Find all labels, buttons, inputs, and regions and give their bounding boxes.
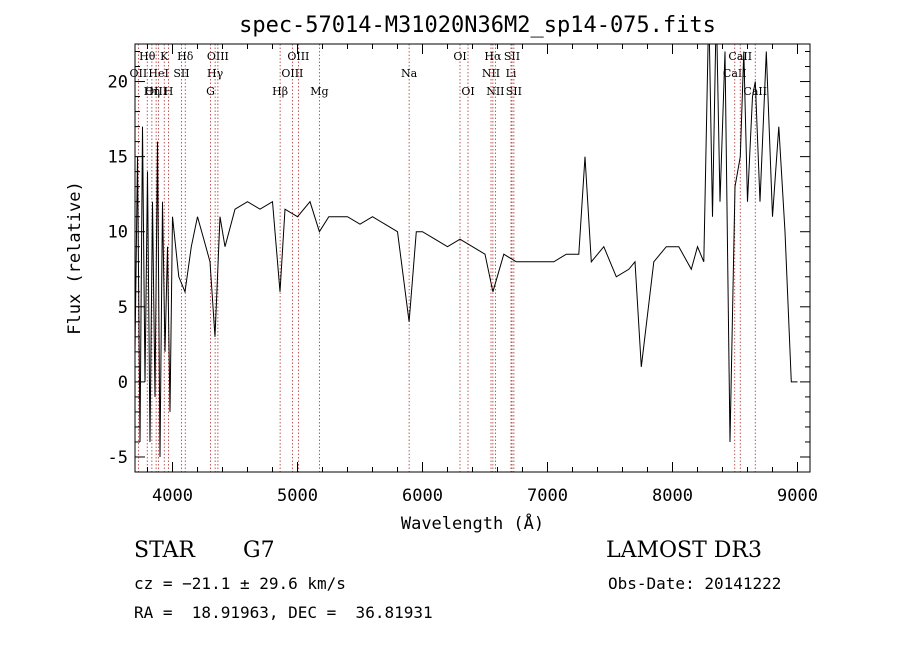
y-axis-label: Flux (relative)	[65, 181, 85, 335]
redshift-velocity: cz = −21.1 ± 29.6 km/s	[134, 574, 346, 593]
line-marker-label: Na	[401, 67, 418, 80]
line-marker-label: OIII	[145, 85, 167, 98]
object-subclass: G7	[243, 538, 275, 563]
obs-date: Obs-Date: 20141222	[608, 574, 782, 593]
line-marker-label: OIII	[207, 50, 229, 63]
y-tick-label: 5	[118, 298, 128, 318]
line-marker-label: HeI	[148, 67, 168, 80]
y-tick-label: 15	[108, 148, 128, 168]
line-marker-label: Hγ	[207, 67, 224, 80]
line-marker-label: NII	[482, 67, 500, 80]
line-marker-label: Hδ	[177, 50, 194, 63]
x-tick-label: 8000	[652, 486, 693, 506]
survey-label: LAMOST DR3	[606, 538, 762, 563]
chart-title: spec-57014-M31020N36M2_sp14-075.fits	[239, 13, 716, 38]
plot-frame	[134, 43, 811, 473]
y-tick-label: 20	[108, 73, 128, 93]
x-tick-label: 4000	[152, 486, 193, 506]
object-class: STAR	[134, 538, 195, 563]
x-tick-label: 6000	[402, 486, 443, 506]
line-marker-label: OIII	[287, 50, 309, 63]
spectrum-chart: spec-57014-M31020N36M2_sp14-075.fits Hθ OI…	[65, 13, 818, 534]
line-marker-label: NII	[486, 85, 504, 98]
line-marker-label: K	[160, 50, 169, 63]
line-marker-label: Hθ	[139, 50, 156, 63]
line-marker-label: OIII	[281, 67, 303, 80]
line-marker-label: G	[206, 85, 215, 98]
line-marker-label: Hβ	[272, 85, 288, 98]
line-marker-label: SII	[173, 67, 189, 80]
line-marker-label: H	[164, 85, 174, 98]
line-marker-label: Mg	[310, 85, 328, 98]
line-marker-label: Hη	[144, 85, 160, 98]
x-tick-label: 5000	[277, 486, 318, 506]
line-marker-label: CaII	[723, 67, 747, 80]
line-marker-label: OI	[461, 85, 474, 98]
line-marker-label: Li	[506, 67, 517, 80]
line-marker-label: SII	[506, 85, 522, 98]
x-tick-label: 7000	[527, 486, 568, 506]
y-tick-label: 10	[108, 223, 128, 243]
x-tick-label: 9000	[777, 486, 818, 506]
y-tick-label: -5	[108, 448, 128, 468]
x-axis-label: Wavelength (Å)	[401, 512, 544, 534]
line-marker-label: CaII	[728, 50, 752, 63]
line-marker-label: SII	[504, 50, 520, 63]
coordinates: RA = 18.91963, DEC = 36.81931	[134, 603, 433, 622]
line-marker-label: Hα	[484, 50, 502, 63]
series-line-spectrum	[135, 44, 798, 458]
line-marker-label: OI	[453, 50, 466, 63]
line-marker-label: OII	[130, 67, 148, 80]
y-tick-label: 0	[118, 373, 128, 393]
